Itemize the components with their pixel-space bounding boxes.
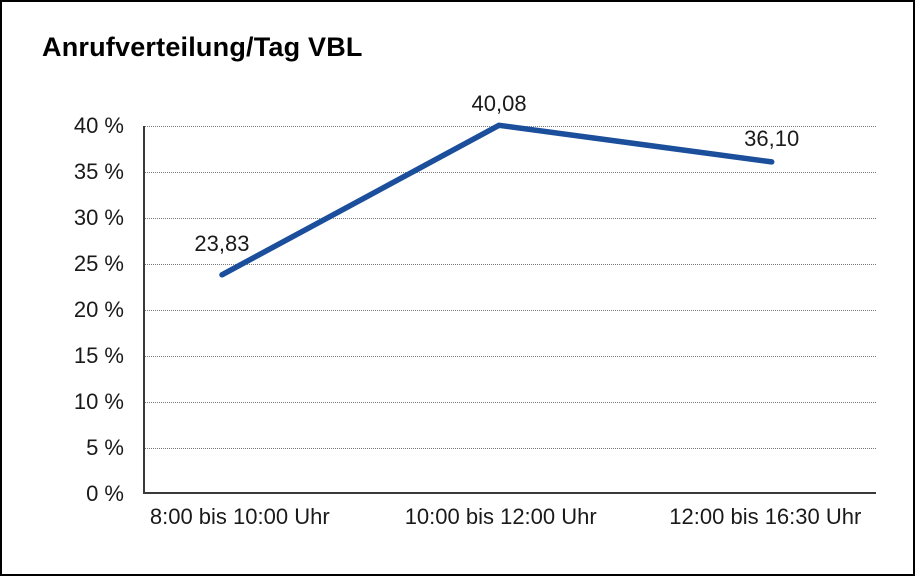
data-point-label: 23,83 <box>194 230 250 256</box>
gridline <box>145 172 876 173</box>
x-axis-tick-label: 10:00 bis 12:00 Uhr <box>404 504 597 529</box>
y-axis-tick-label: 0 % <box>86 481 124 506</box>
y-axis-tick-label: 25 % <box>73 251 124 276</box>
y-axis-tick-label: 20 % <box>73 297 124 322</box>
gridline <box>145 356 876 357</box>
y-axis-tick-label: 5 % <box>86 435 124 460</box>
data-line <box>219 122 775 278</box>
data-point-label: 40,08 <box>471 91 527 117</box>
chart-title: Anrufverteilung/Tag VBL <box>42 32 363 62</box>
gridline <box>145 264 876 265</box>
y-axis-tick-label: 15 % <box>73 343 124 368</box>
y-axis-tick-label: 40 % <box>73 113 124 138</box>
gridline <box>145 448 876 449</box>
data-line-svg <box>219 122 775 278</box>
x-axis-tick-label: 8:00 bis 10:00 Uhr <box>149 504 330 529</box>
plot-area: 23,83 40,08 36,10 <box>143 91 876 494</box>
gridline <box>145 218 876 219</box>
y-axis-tick-label: 35 % <box>73 159 124 184</box>
x-axis-tick-label: 12:00 bis 16:30 Uhr <box>669 504 862 529</box>
gridline <box>145 402 876 403</box>
y-axis-tick-label: 10 % <box>73 389 124 414</box>
data-point-label: 36,10 <box>744 125 800 151</box>
y-axis-tick-label: 30 % <box>73 205 124 230</box>
gridline <box>145 310 876 311</box>
